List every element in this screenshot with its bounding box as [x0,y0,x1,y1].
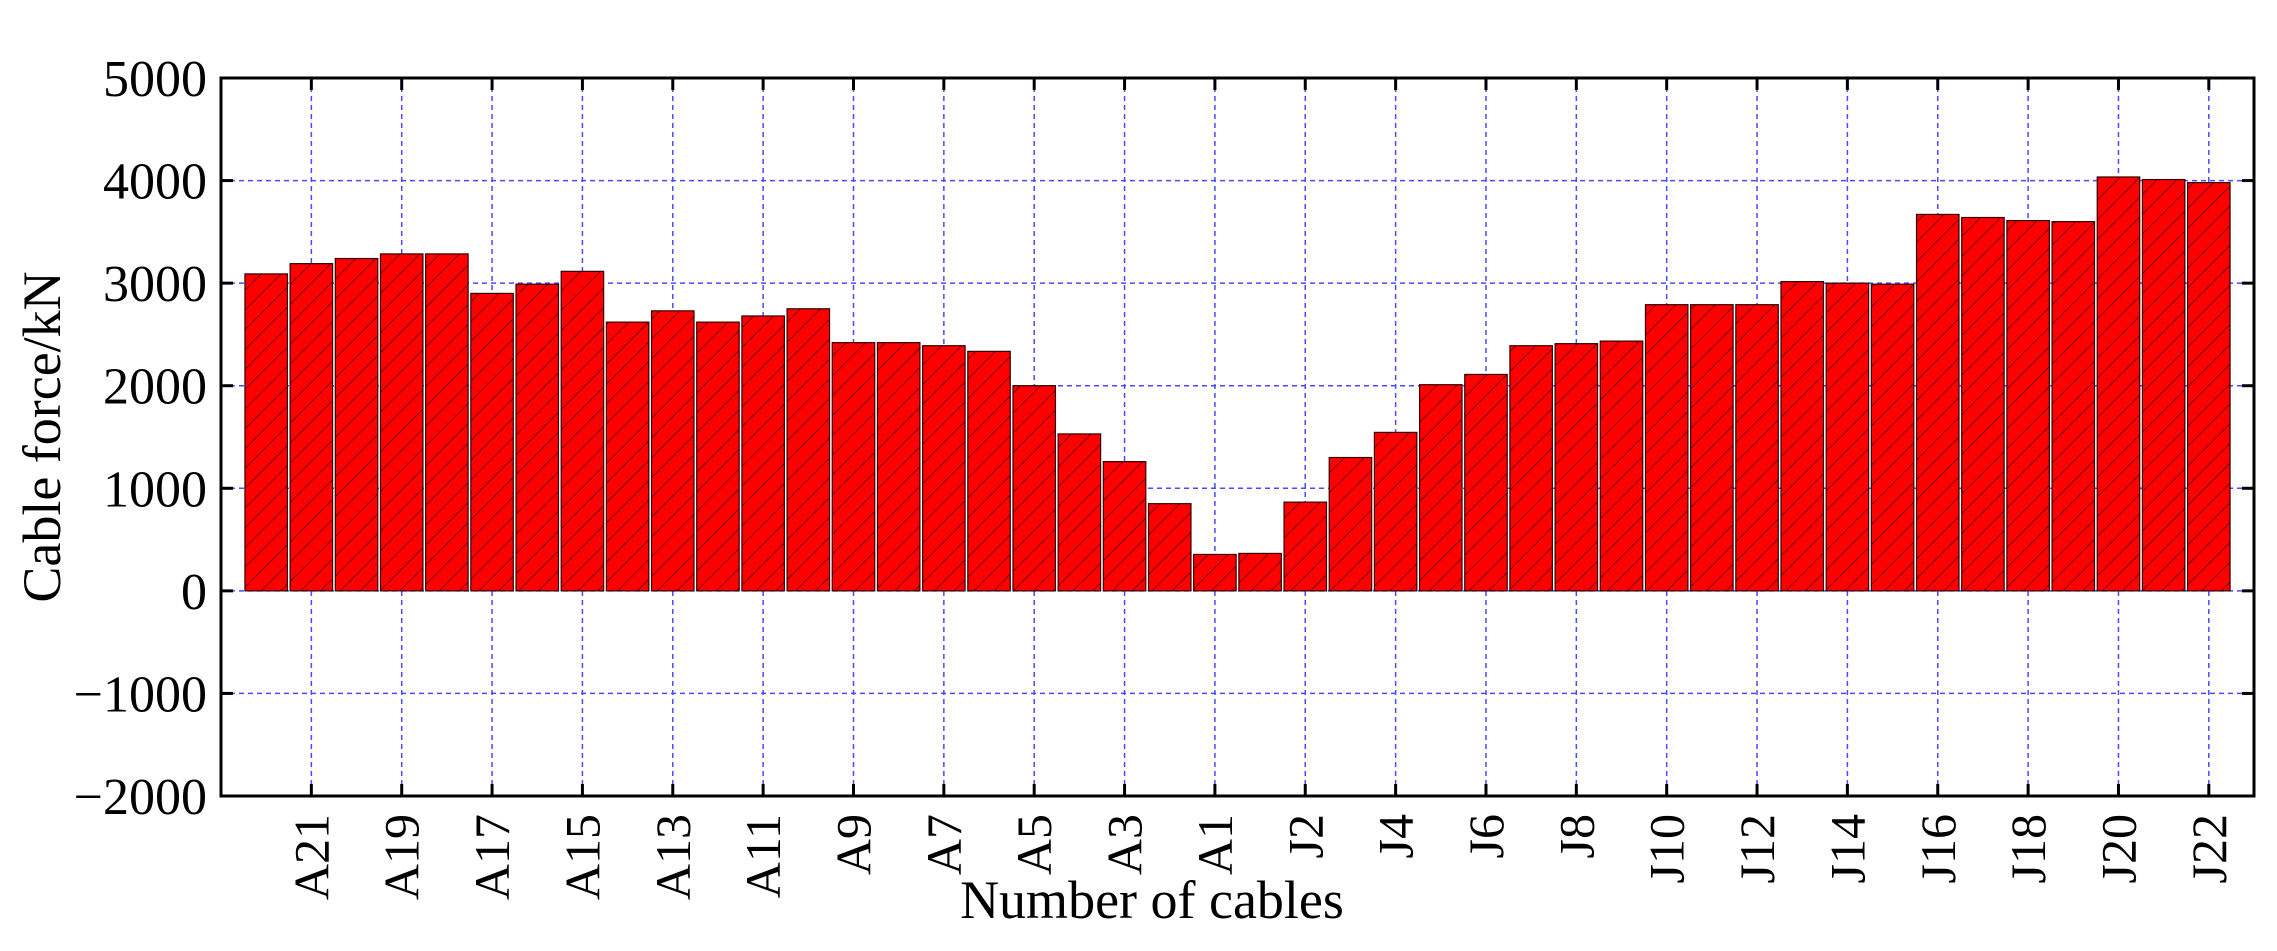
bar [1283,501,1328,592]
bar [515,283,560,592]
x-tick-label: J14 [1819,814,1875,883]
labels: −2000 −1000 0 1000 2000 3000 4000 5000 A21 A19 A17… [74,51,2254,900]
x-tick-label: J12 [1729,814,1785,883]
bar [1780,281,1825,592]
x-tick-label: A5 [1006,814,1062,875]
bar [1238,552,1282,592]
bar [1193,553,1237,592]
bar [605,321,650,592]
bar [1373,431,1418,592]
x-tick-label: A19 [374,814,430,900]
bar [1915,213,1960,592]
bar [425,253,469,592]
bar [1644,304,1689,592]
bar [1418,384,1463,592]
bar [1825,282,1870,592]
bar [244,273,289,592]
bar [379,253,424,592]
x-tick-label: J4 [1368,814,1424,858]
bar [1870,283,1915,592]
y-tick-label: −2000 [74,769,207,826]
bar [2006,219,2050,592]
x-tick-label: A9 [825,814,881,875]
bar [650,310,695,592]
bar [922,345,966,592]
x-tick-label: A11 [735,814,791,898]
bars [244,176,2231,592]
x-tick-label: J22 [2181,814,2237,883]
plot-frame [219,76,2256,798]
bar [470,292,514,592]
bar [289,263,334,592]
bar [696,321,740,592]
bar [1102,461,1147,592]
x-tick-label: A1 [1187,814,1243,875]
bar [1554,343,1599,592]
bar [786,308,831,592]
y-tick-label: −1000 [74,666,207,723]
x-tick-label: A7 [916,814,972,875]
bar [1328,456,1373,592]
x-tick-label: J18 [2000,814,2056,883]
bar [1147,503,1192,592]
bar [967,350,1011,592]
x-tick-label: J8 [1548,814,1604,858]
bar [2051,221,2096,592]
x-tick-label: A3 [1097,814,1153,875]
y-tick-label: 3000 [103,256,207,313]
bar [741,315,785,592]
y-tick-label: 4000 [103,154,207,211]
y-tick-label: 0 [181,564,207,621]
bar [1599,340,1644,592]
x-tick-label: J20 [2090,814,2146,883]
x-tick-label: J6 [1458,814,1514,858]
x-axis-label: Number of cables [960,870,1344,930]
bar [876,342,921,592]
y-tick-label: 1000 [103,461,207,518]
bar [1961,216,2005,592]
x-tick-label: J10 [1639,814,1695,883]
bar [1057,433,1102,592]
bar [1509,345,1553,592]
x-tick-label: J2 [1277,814,1333,858]
x-tick-label: A13 [645,814,701,900]
y-tick-label: 5000 [103,51,207,108]
bar [1464,373,1508,592]
bar [560,270,605,592]
x-tick-label: A17 [464,814,520,900]
bar [1690,304,1734,592]
bar [831,342,876,592]
bar [2141,178,2186,592]
bar [2096,176,2141,592]
bar [2186,182,2231,592]
x-tick-label: A15 [554,814,610,900]
y-tick-label: 2000 [103,359,207,416]
bar [1735,304,1779,592]
x-tick-label: J16 [1910,814,1966,883]
x-tick-label: A21 [283,814,339,900]
y-axis-label: Cable force/kN [12,271,72,602]
bar [1012,385,1057,592]
bar [334,257,379,592]
